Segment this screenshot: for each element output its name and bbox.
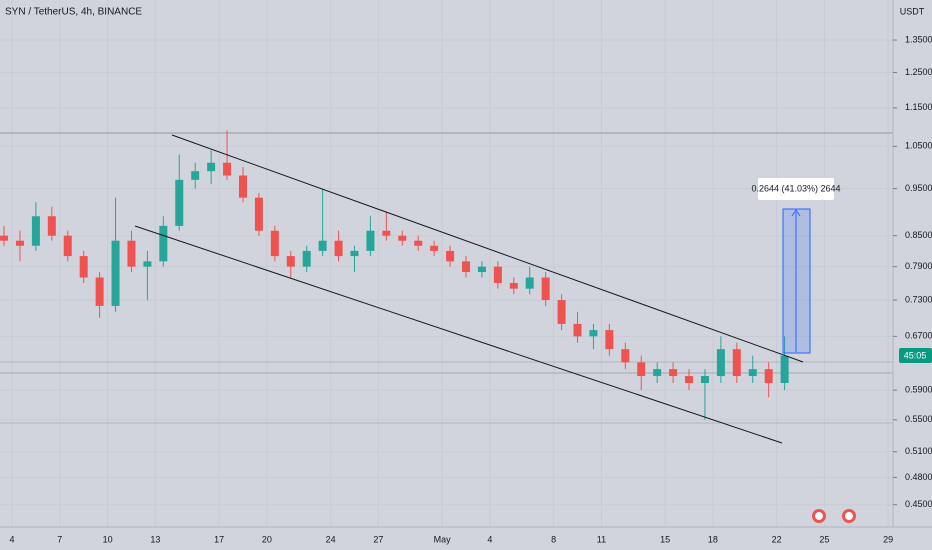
measure-label-box [758,178,834,200]
candle-body [493,266,502,284]
measure-arrow-head [791,209,801,217]
candle-body [764,369,773,384]
candle-body [414,240,423,246]
candle-body [318,240,327,251]
y-tick-label: 1.1500 [905,102,932,112]
candle-body [732,349,741,377]
candle-body [223,162,232,176]
candle-body [653,369,662,377]
candle-body [95,277,104,306]
candle-body [700,376,709,384]
candle-body [63,235,72,257]
channel-upper [171,134,804,363]
x-tick-label: 4 [9,534,14,544]
y-tick-label: 0.7900 [905,261,932,271]
candle-body [605,330,614,350]
x-tick-label: 17 [214,534,224,544]
y-tick-label: 0.5100 [905,446,932,456]
candle-body [525,277,534,289]
y-tick-label: 0.9500 [905,183,932,193]
candle-body [254,197,263,231]
x-tick-label: 13 [150,534,160,544]
y-unit: USDT [900,6,925,16]
event-icon-inner [845,512,853,520]
candle-body [79,256,88,278]
chart-title: SYN / TetherUS, 4h, BINANCE [5,7,142,18]
candle-body [748,369,757,377]
candle-body [669,369,678,377]
candle-body [462,261,471,273]
candle-body [270,230,279,257]
price-badge [899,348,932,363]
candle-body [366,230,375,251]
candle-body [111,240,120,306]
y-tick-label: 1.0500 [905,141,932,151]
candle-body [557,300,566,324]
candle-body [47,216,56,236]
y-tick-label: 0.8500 [905,230,932,240]
candle-body [302,250,311,267]
candles [0,130,789,420]
x-tick-label: 10 [103,534,113,544]
candle-body [716,349,725,377]
y-tick-label: 0.4500 [905,499,932,509]
x-tick-label: 25 [819,534,829,544]
candle-body [430,245,439,251]
candle-body [589,330,598,337]
x-tick-label: May [434,534,452,544]
x-tick-label: 8 [551,534,556,544]
x-tick-label: 20 [262,534,272,544]
x-tick-label: 15 [660,534,670,544]
candle-body [780,355,789,384]
x-tick-label: 7 [57,534,62,544]
candle-body [398,235,407,241]
x-tick-label: 27 [373,534,383,544]
x-tick-label: 29 [883,534,893,544]
x-tick-label: 24 [326,534,336,544]
candle-body [31,216,40,246]
candle-body [637,362,646,377]
y-tick-label: 0.7300 [905,294,932,304]
candle-body [334,240,343,257]
candle-body [143,261,152,267]
candle-body [350,250,359,257]
candle-body [573,323,582,337]
y-tick-label: 0.6700 [905,331,932,341]
candle-body [541,277,550,301]
candle-body [621,349,630,363]
candle-body [191,171,200,180]
candle-body [238,175,247,198]
channel-lower [134,225,783,444]
candle-body [0,235,9,241]
candle-body [477,266,486,273]
y-tick-label: 0.5900 [905,384,932,394]
x-tick-label: 11 [597,534,606,544]
price-badge-text: 45:05 [904,350,927,360]
x-tick-label: 18 [708,534,718,544]
y-tick-label: 1.2500 [905,67,932,77]
candle-body [15,240,24,246]
y-tick-label: 0.5500 [905,414,932,424]
y-tick-label: 1.3500 [905,34,932,44]
candle-body [446,250,455,262]
candle-body [159,225,168,262]
y-tick-label: 0.4800 [905,472,932,482]
measure-label: 0.2644 (41.03%) 2644 [751,183,840,193]
candle-body [127,240,136,267]
candle-body [685,376,694,384]
candle-body [207,162,216,172]
x-tick-label: 4 [487,534,492,544]
candle-body [175,179,184,226]
candle-body [382,230,391,236]
x-tick-label: 22 [772,534,782,544]
candle-body [286,256,295,267]
event-icon-inner [815,512,823,520]
candle-body [509,283,518,289]
